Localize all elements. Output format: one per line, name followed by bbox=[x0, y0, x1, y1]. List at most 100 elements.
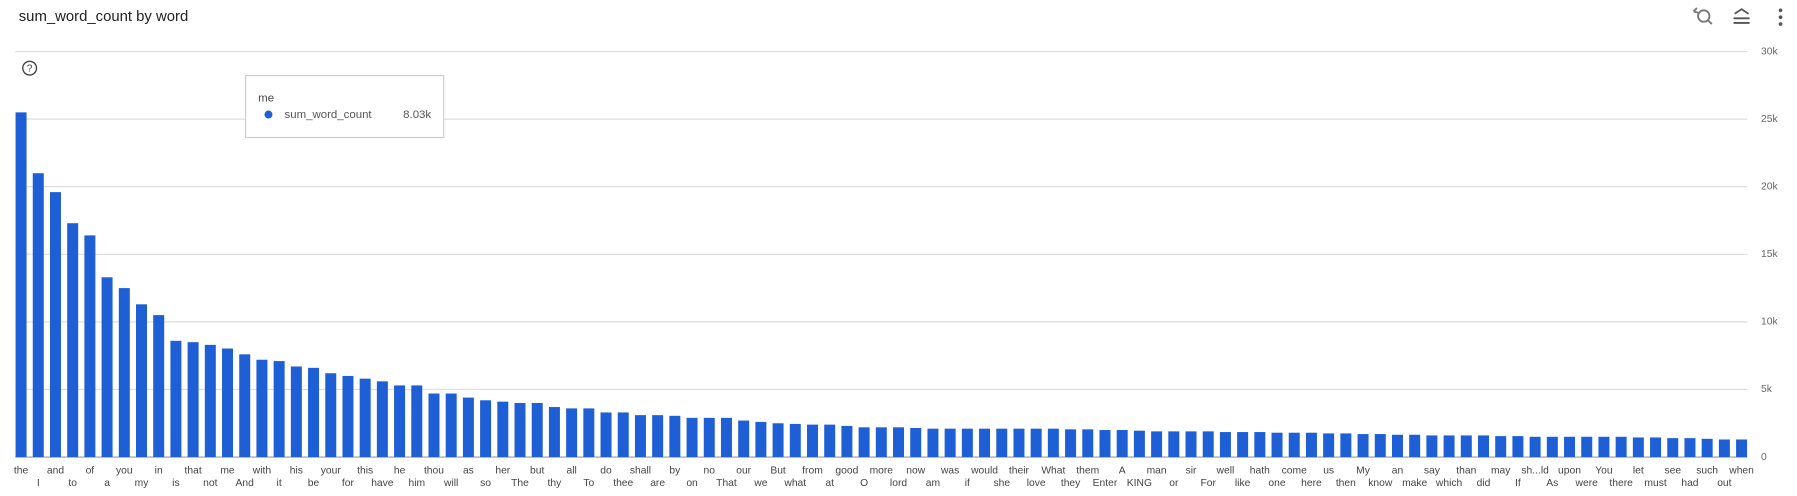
toolbar[interactable] bbox=[1692, 7, 1783, 26]
x-tick-label: from bbox=[802, 466, 823, 477]
x-tick-label: here bbox=[1301, 478, 1322, 489]
x-tick-label: had bbox=[1681, 478, 1698, 489]
x-tick-label: let bbox=[1633, 466, 1644, 477]
x-tick-label: know bbox=[1368, 478, 1393, 489]
x-tick-label: them bbox=[1076, 466, 1099, 477]
bar bbox=[669, 415, 681, 458]
bar bbox=[67, 223, 79, 458]
bar bbox=[290, 366, 302, 458]
x-tick-label: will bbox=[443, 478, 458, 489]
bar bbox=[910, 427, 922, 458]
x-tick-label: well bbox=[1216, 466, 1235, 477]
bar bbox=[1391, 434, 1403, 458]
bar bbox=[806, 424, 818, 458]
bar bbox=[1460, 435, 1472, 458]
bar bbox=[428, 393, 440, 458]
x-tick-label: if bbox=[965, 478, 970, 489]
bar bbox=[325, 373, 337, 458]
x-tick-label: thy bbox=[548, 478, 563, 489]
x-tick-label: now bbox=[906, 466, 925, 477]
x-tick-label: thou bbox=[424, 466, 444, 477]
zoom-reset-icon[interactable] bbox=[1692, 7, 1713, 25]
x-tick-label: would bbox=[970, 466, 998, 477]
x-tick-label: not bbox=[203, 478, 217, 489]
x-tick-label: was bbox=[940, 466, 959, 477]
more-menu-icon[interactable] bbox=[1778, 8, 1783, 26]
bar bbox=[1581, 436, 1593, 458]
tooltip-value: 8.03k bbox=[403, 109, 431, 121]
x-tick-label: But bbox=[770, 466, 786, 477]
bar bbox=[600, 412, 612, 458]
bar bbox=[720, 417, 732, 458]
x-tick-label: Enter bbox=[1093, 478, 1118, 489]
tooltip: me sum_word_count 8.03k bbox=[244, 75, 445, 139]
bar bbox=[411, 385, 423, 458]
bar bbox=[394, 385, 406, 458]
x-tick-label: come bbox=[1282, 466, 1307, 477]
bar bbox=[927, 428, 939, 458]
x-tick-label: man bbox=[1147, 466, 1167, 477]
bar bbox=[32, 173, 44, 458]
x-tick-label: must bbox=[1644, 478, 1666, 489]
x-tick-label: My bbox=[1356, 466, 1371, 477]
x-tick-label: may bbox=[1491, 466, 1511, 477]
bar bbox=[376, 381, 388, 458]
bar bbox=[1133, 430, 1145, 458]
bar bbox=[15, 112, 27, 458]
bar bbox=[1305, 432, 1317, 458]
bar bbox=[1736, 439, 1748, 458]
x-tick-label: a bbox=[104, 478, 110, 489]
x-tick-label: A bbox=[1119, 466, 1126, 477]
help-icon[interactable]: ? bbox=[22, 60, 38, 76]
x-tick-label: What bbox=[1041, 466, 1065, 477]
x-tick-label: that bbox=[185, 466, 202, 477]
x-tick-label: you bbox=[116, 466, 133, 477]
x-tick-label: but bbox=[530, 466, 544, 477]
y-tick-label: 5k bbox=[1761, 384, 1773, 395]
bar bbox=[1271, 432, 1283, 458]
x-tick-label: their bbox=[1009, 466, 1030, 477]
bar bbox=[979, 428, 991, 458]
bar bbox=[566, 408, 578, 458]
bar bbox=[256, 359, 268, 458]
x-tick-label: our bbox=[736, 466, 751, 477]
bar bbox=[308, 367, 320, 458]
bar bbox=[858, 427, 870, 458]
x-tick-label: have bbox=[371, 478, 394, 489]
bar bbox=[1065, 429, 1077, 458]
bar bbox=[531, 402, 543, 458]
x-tick-label: she bbox=[993, 478, 1010, 489]
tooltip-marker bbox=[264, 110, 273, 119]
bar bbox=[170, 340, 182, 458]
x-tick-label: such bbox=[1696, 466, 1718, 477]
bar bbox=[1477, 435, 1489, 458]
x-tick-label: to bbox=[68, 478, 77, 489]
x-tick-label: lord bbox=[890, 478, 907, 489]
bar bbox=[1219, 432, 1231, 458]
tooltip-series: sum_word_count bbox=[285, 109, 373, 121]
x-tick-label: love bbox=[1027, 478, 1046, 489]
x-tick-label: there bbox=[1609, 478, 1633, 489]
x-tick-label: in bbox=[155, 466, 163, 477]
x-tick-label: make bbox=[1402, 478, 1427, 489]
bar bbox=[239, 354, 251, 458]
y-tick-label: 0 bbox=[1761, 452, 1767, 463]
bar bbox=[893, 427, 905, 458]
x-tick-label: If bbox=[1515, 478, 1521, 489]
labels: theIandtoofayoumyinisthatnotmeAndwithith… bbox=[14, 466, 1754, 490]
x-tick-label: see bbox=[1664, 466, 1681, 477]
x-tick-label: so bbox=[480, 478, 491, 489]
bar bbox=[514, 402, 526, 458]
x-tick-label: And bbox=[236, 478, 255, 489]
legend-icon[interactable] bbox=[1733, 8, 1750, 24]
svg-text:?: ? bbox=[27, 63, 33, 74]
bar bbox=[1426, 435, 1438, 458]
bar bbox=[342, 375, 354, 458]
x-tick-label: hath bbox=[1250, 466, 1270, 477]
x-tick-label: like bbox=[1235, 478, 1251, 489]
bar bbox=[738, 420, 750, 458]
x-tick-label: sir bbox=[1186, 466, 1197, 477]
bar bbox=[583, 408, 595, 458]
x-tick-label: me bbox=[220, 466, 235, 477]
bar bbox=[824, 424, 836, 458]
